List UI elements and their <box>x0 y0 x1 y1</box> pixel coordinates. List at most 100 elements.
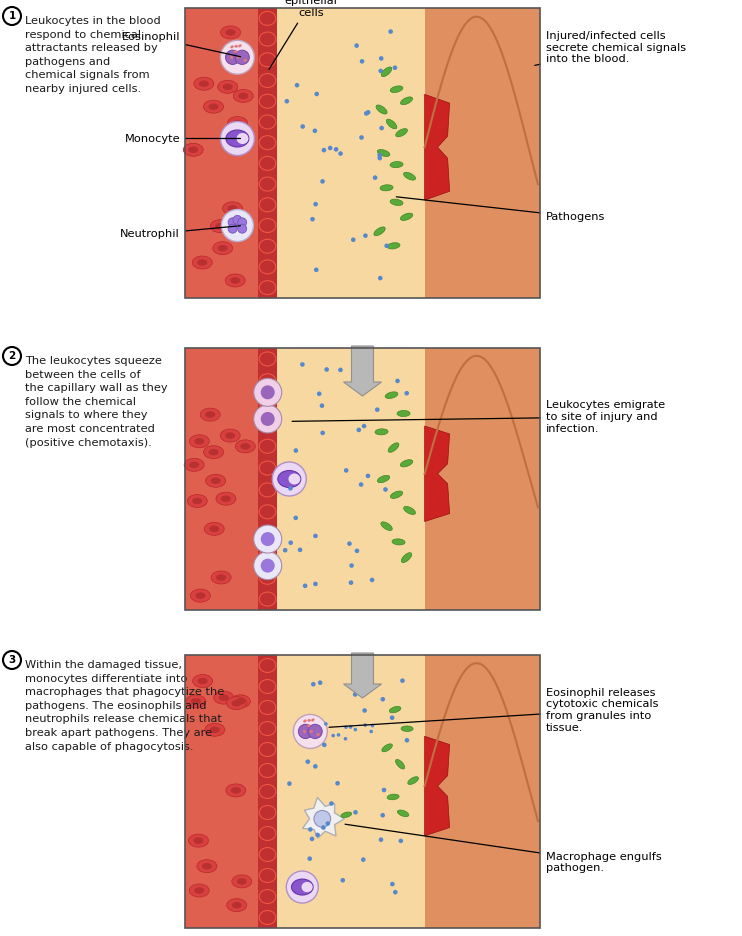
Ellipse shape <box>388 443 399 452</box>
Circle shape <box>353 728 357 731</box>
Ellipse shape <box>401 726 413 731</box>
Ellipse shape <box>380 184 393 191</box>
Circle shape <box>363 233 368 238</box>
Ellipse shape <box>382 744 393 752</box>
Circle shape <box>303 583 307 588</box>
Circle shape <box>370 724 374 727</box>
Text: Leukocytes in the blood
respond to chemical
attractants released by
pathogens an: Leukocytes in the blood respond to chemi… <box>25 16 161 94</box>
Ellipse shape <box>197 859 217 872</box>
Circle shape <box>378 153 382 157</box>
Circle shape <box>344 725 348 729</box>
Ellipse shape <box>316 733 320 736</box>
Ellipse shape <box>183 143 203 156</box>
Circle shape <box>400 679 405 683</box>
Circle shape <box>390 882 395 886</box>
Circle shape <box>353 810 358 814</box>
Circle shape <box>328 146 332 151</box>
Bar <box>185 348 257 610</box>
Circle shape <box>306 759 310 764</box>
Ellipse shape <box>210 726 220 733</box>
Polygon shape <box>424 426 450 521</box>
Ellipse shape <box>184 459 204 472</box>
Circle shape <box>313 764 318 768</box>
Circle shape <box>254 525 282 553</box>
Circle shape <box>308 724 322 739</box>
Ellipse shape <box>390 491 403 498</box>
Bar <box>185 655 257 928</box>
Ellipse shape <box>213 241 233 255</box>
Circle shape <box>349 563 354 568</box>
Circle shape <box>398 839 403 843</box>
Circle shape <box>395 379 400 383</box>
Ellipse shape <box>404 172 416 180</box>
Ellipse shape <box>341 812 352 818</box>
Circle shape <box>293 714 327 749</box>
Circle shape <box>293 516 298 520</box>
Ellipse shape <box>392 539 405 545</box>
Ellipse shape <box>376 105 387 114</box>
Ellipse shape <box>311 718 315 722</box>
Circle shape <box>322 742 326 747</box>
Text: Eosinophil: Eosinophil <box>122 32 240 57</box>
Ellipse shape <box>194 838 203 844</box>
Ellipse shape <box>211 571 231 584</box>
Bar <box>424 655 540 928</box>
Circle shape <box>366 110 370 114</box>
Ellipse shape <box>197 678 208 684</box>
Bar <box>278 8 424 298</box>
Circle shape <box>337 733 341 737</box>
Ellipse shape <box>211 477 220 484</box>
Circle shape <box>341 878 345 883</box>
Ellipse shape <box>404 506 416 515</box>
Circle shape <box>364 724 367 727</box>
Circle shape <box>378 155 382 160</box>
Ellipse shape <box>401 213 413 221</box>
Ellipse shape <box>387 242 400 249</box>
Text: Monocyte: Monocyte <box>125 134 240 143</box>
Ellipse shape <box>228 117 248 129</box>
Circle shape <box>362 709 367 713</box>
Ellipse shape <box>303 730 306 733</box>
Ellipse shape <box>230 55 233 59</box>
Ellipse shape <box>215 223 226 229</box>
Ellipse shape <box>228 205 237 212</box>
Ellipse shape <box>204 522 224 535</box>
Circle shape <box>321 179 325 183</box>
Circle shape <box>311 682 315 686</box>
Ellipse shape <box>235 698 246 705</box>
Ellipse shape <box>301 882 312 892</box>
Ellipse shape <box>199 80 209 87</box>
Circle shape <box>237 218 246 227</box>
Circle shape <box>313 202 318 207</box>
Circle shape <box>237 225 246 233</box>
Ellipse shape <box>385 392 398 399</box>
Circle shape <box>298 548 303 552</box>
Ellipse shape <box>375 429 388 435</box>
Ellipse shape <box>240 443 250 449</box>
Ellipse shape <box>226 696 246 709</box>
Bar <box>257 655 278 928</box>
Bar <box>424 348 540 610</box>
Ellipse shape <box>226 784 246 797</box>
Ellipse shape <box>401 552 412 563</box>
Ellipse shape <box>408 777 418 784</box>
Circle shape <box>235 51 249 65</box>
Circle shape <box>309 837 315 841</box>
Ellipse shape <box>230 277 240 284</box>
Circle shape <box>378 276 383 281</box>
Circle shape <box>404 738 410 742</box>
Polygon shape <box>424 95 450 200</box>
Ellipse shape <box>219 695 229 701</box>
Circle shape <box>3 7 21 25</box>
Ellipse shape <box>186 695 206 708</box>
Ellipse shape <box>221 495 231 502</box>
Circle shape <box>3 347 21 365</box>
Ellipse shape <box>374 227 385 236</box>
Circle shape <box>260 532 275 546</box>
Circle shape <box>372 175 378 180</box>
Circle shape <box>353 692 358 696</box>
Ellipse shape <box>187 494 207 507</box>
Circle shape <box>317 391 321 396</box>
Text: Eosinophil releases
cytotoxic chemicals
from granules into
tissue.: Eosinophil releases cytotoxic chemicals … <box>329 688 658 733</box>
Ellipse shape <box>237 56 240 59</box>
